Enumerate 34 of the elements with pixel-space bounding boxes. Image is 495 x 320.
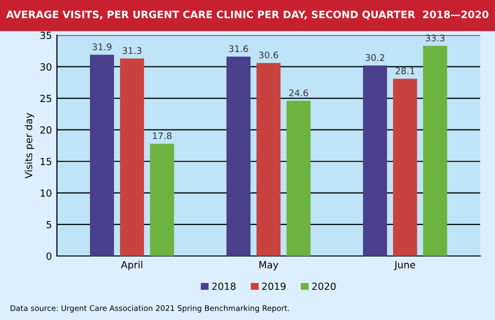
bar	[256, 62, 281, 256]
data-label: 31.6	[229, 45, 248, 52]
bar	[90, 54, 114, 256]
x-tick-label: June	[394, 261, 416, 270]
y-axis-title: Visits per day	[24, 112, 34, 179]
bar	[150, 144, 174, 256]
data-label: 30.6	[259, 52, 278, 58]
x-tick-label: May	[259, 261, 278, 270]
bar	[120, 58, 144, 256]
data-label: 24.6	[289, 89, 308, 96]
data-label: 31.9	[92, 43, 112, 50]
data-label: 30.2	[366, 54, 384, 61]
y-tick-label: 30	[40, 63, 52, 71]
legend-label: 2020	[312, 282, 336, 290]
bar	[393, 78, 418, 256]
chart-title: AVERAGE VISITS, PER URGENT CARE CLINIC PER DAY, SECOND QUARTER 2018—2020	[6, 10, 488, 20]
data-label: 33.3	[426, 34, 444, 42]
legend-label: 2018	[212, 282, 236, 290]
y-tick-label: 5	[46, 221, 52, 228]
legend-label: 2019	[262, 282, 286, 290]
y-tick-label: 20	[40, 126, 52, 134]
x-tick-label: April	[120, 260, 142, 270]
data-label: 28.1	[396, 67, 414, 74]
y-tick-label: 10	[40, 189, 52, 197]
bar	[363, 65, 388, 256]
data-label: 17.8	[152, 132, 172, 140]
bar	[226, 56, 251, 256]
y-tick-label: 0	[46, 252, 52, 260]
data-label: 31.3	[122, 47, 142, 54]
bar	[423, 46, 448, 256]
y-tick-label: 25	[40, 94, 52, 102]
bar	[286, 100, 311, 256]
y-tick-label: 35	[40, 32, 52, 40]
y-tick-label: 15	[40, 158, 52, 166]
